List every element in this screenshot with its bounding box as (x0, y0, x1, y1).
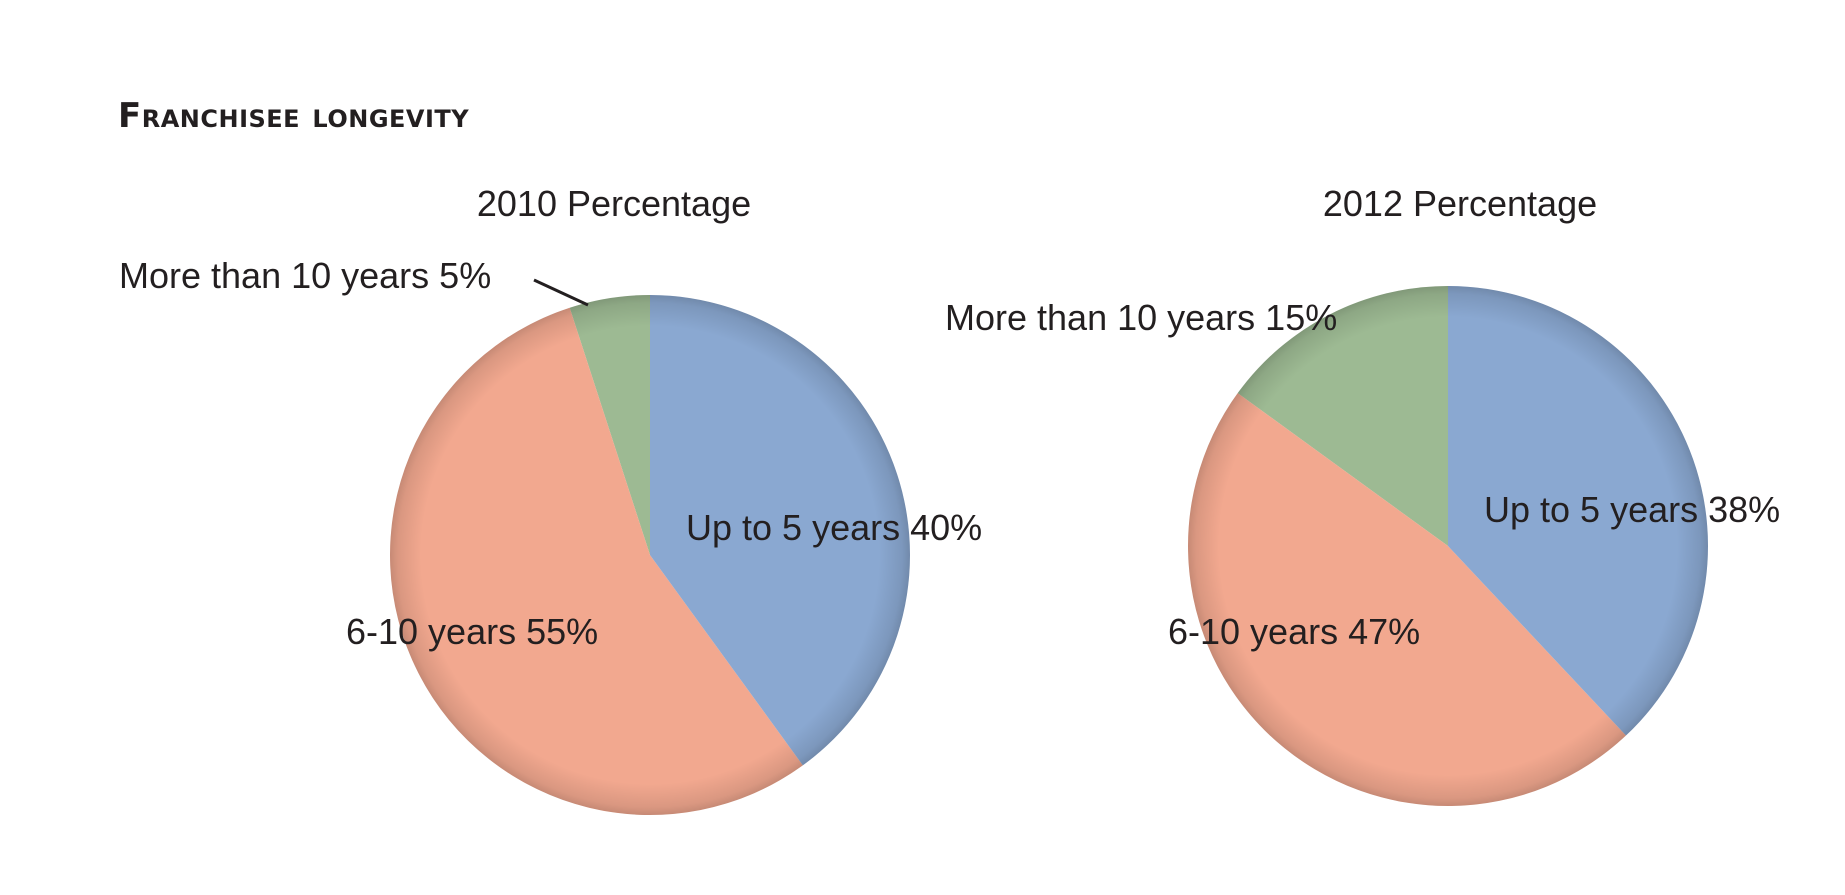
data-label-up-to-5-years: Up to 5 years 38% (1484, 489, 1780, 530)
pie-chart-2010: 2010 Percentage Up to 5 years 40% 6-10 ye… (119, 183, 982, 816)
data-label-6-10-years: 6-10 years 55% (346, 611, 598, 652)
leader-line (533, 278, 589, 307)
pie-chart-2012: 2012 Percentage Up to 5 years 38% 6-10 ye… (945, 183, 1780, 807)
pie-title-2012: 2012 Percentage (1323, 183, 1597, 224)
chart-main-title: Franchisee longevity (118, 96, 470, 136)
data-label-more-than-10-years: More than 10 years 5% (119, 255, 491, 296)
pie-edge-shading (390, 295, 910, 815)
data-label-up-to-5-years: Up to 5 years 40% (686, 507, 982, 548)
data-label-6-10-years: 6-10 years 47% (1168, 611, 1420, 652)
pie-title-2010: 2010 Percentage (477, 183, 751, 224)
pie-edge-shading (1188, 286, 1708, 806)
data-label-more-than-10-years: More than 10 years 15% (945, 297, 1337, 338)
